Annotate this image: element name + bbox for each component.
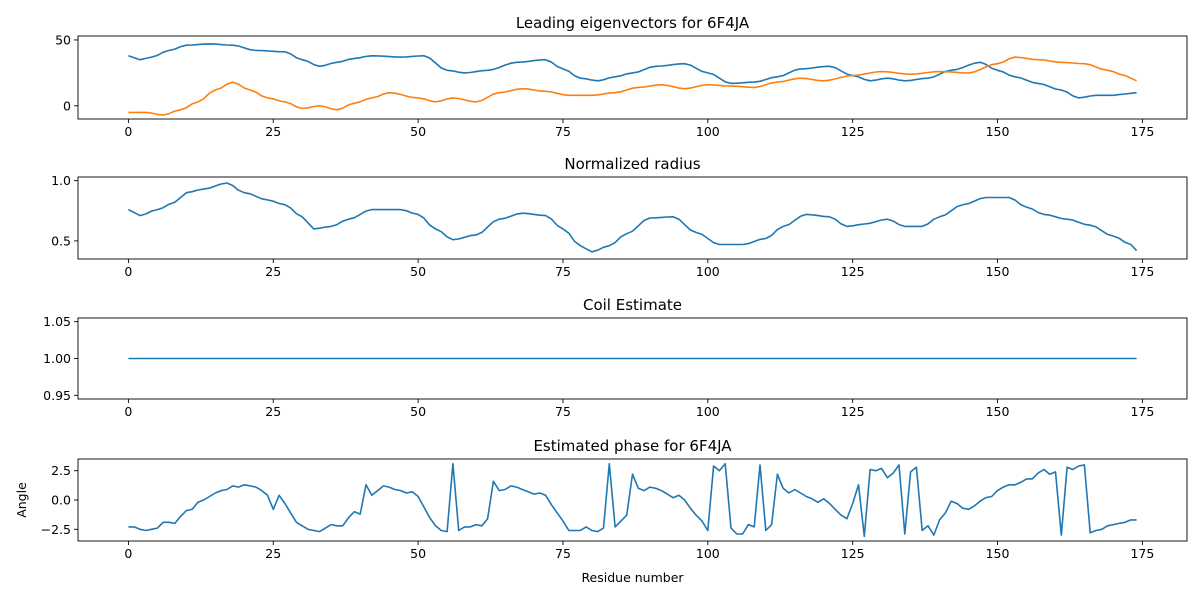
x-tick-label: 150 xyxy=(986,404,1010,419)
x-tick-label: 0 xyxy=(124,264,132,279)
x-tick-label: 125 xyxy=(841,404,865,419)
subplot-title: Coil Estimate xyxy=(583,296,682,314)
series-line-1 xyxy=(128,43,1137,99)
x-tick-label: 150 xyxy=(986,546,1010,561)
subplot-3: Coil Estimate 0 25 50 75 100 125 150 175 0.95 1.00… xyxy=(43,296,1188,419)
x-tick-label: 175 xyxy=(1130,264,1154,279)
x-tick-label: 150 xyxy=(986,264,1010,279)
y-tick-label: 1.00 xyxy=(43,351,71,366)
y-tick-label: 0.0 xyxy=(51,493,71,508)
x-tick-label: 25 xyxy=(265,124,281,139)
y-tick-label: 2.5 xyxy=(51,463,71,478)
x-tick-label: 75 xyxy=(555,124,571,139)
x-tick-label: 25 xyxy=(265,404,281,419)
x-tick-label: 0 xyxy=(124,124,132,139)
series-line-1 xyxy=(128,462,1137,538)
x-tick-label: 125 xyxy=(841,124,865,139)
axes-frame xyxy=(77,176,1188,260)
x-tick-label: 0 xyxy=(124,546,132,561)
x-tick-label: 125 xyxy=(841,264,865,279)
x-tick-label: 25 xyxy=(265,546,281,561)
x-tick-label: 50 xyxy=(410,546,426,561)
subplot-title: Normalized radius xyxy=(564,155,700,173)
axes-frame xyxy=(77,458,1188,542)
y-tick-label: 1.05 xyxy=(43,314,71,329)
subplot-4: Estimated phase for 6F4JA 0 25 50 75 100 125 15… xyxy=(14,437,1188,585)
series-line-2 xyxy=(128,56,1137,116)
x-tick-label: 75 xyxy=(555,546,571,561)
subplot-1: Leading eigenvectors for 6F4JA 0 25 50 75 100… xyxy=(55,14,1188,139)
x-tick-label: 50 xyxy=(410,404,426,419)
x-tick-label: 0 xyxy=(124,404,132,419)
x-tick-label: 75 xyxy=(555,404,571,419)
y-axis-label: Angle xyxy=(14,482,29,518)
axes-frame xyxy=(77,35,1188,120)
x-tick-label: 125 xyxy=(841,546,865,561)
x-tick-label: 75 xyxy=(555,264,571,279)
subplot-title: Leading eigenvectors for 6F4JA xyxy=(516,14,750,32)
x-tick-label: 25 xyxy=(265,264,281,279)
x-tick-label: 100 xyxy=(696,124,720,139)
subplot-title: Estimated phase for 6F4JA xyxy=(533,437,732,455)
x-tick-label: 50 xyxy=(410,264,426,279)
y-tick-label: 0.5 xyxy=(51,233,71,248)
y-tick-label: −2.5 xyxy=(41,522,71,537)
y-tick-label: 0.95 xyxy=(43,388,71,403)
y-tick-label: 50 xyxy=(55,32,71,47)
x-tick-label: 50 xyxy=(410,124,426,139)
subplot-2: Normalized radius 0 25 50 75 100 125 150 175 0.5 1… xyxy=(51,155,1188,279)
y-tick-label: 0 xyxy=(63,98,71,113)
x-tick-label: 150 xyxy=(986,124,1010,139)
x-tick-label: 175 xyxy=(1130,404,1154,419)
x-axis-label: Residue number xyxy=(581,570,684,585)
x-tick-label: 175 xyxy=(1130,124,1154,139)
y-tick-label: 1.0 xyxy=(51,173,71,188)
series-line-1 xyxy=(128,182,1138,253)
x-tick-label: 100 xyxy=(696,264,720,279)
x-tick-label: 100 xyxy=(696,404,720,419)
x-tick-label: 175 xyxy=(1130,546,1154,561)
x-tick-label: 100 xyxy=(696,546,720,561)
